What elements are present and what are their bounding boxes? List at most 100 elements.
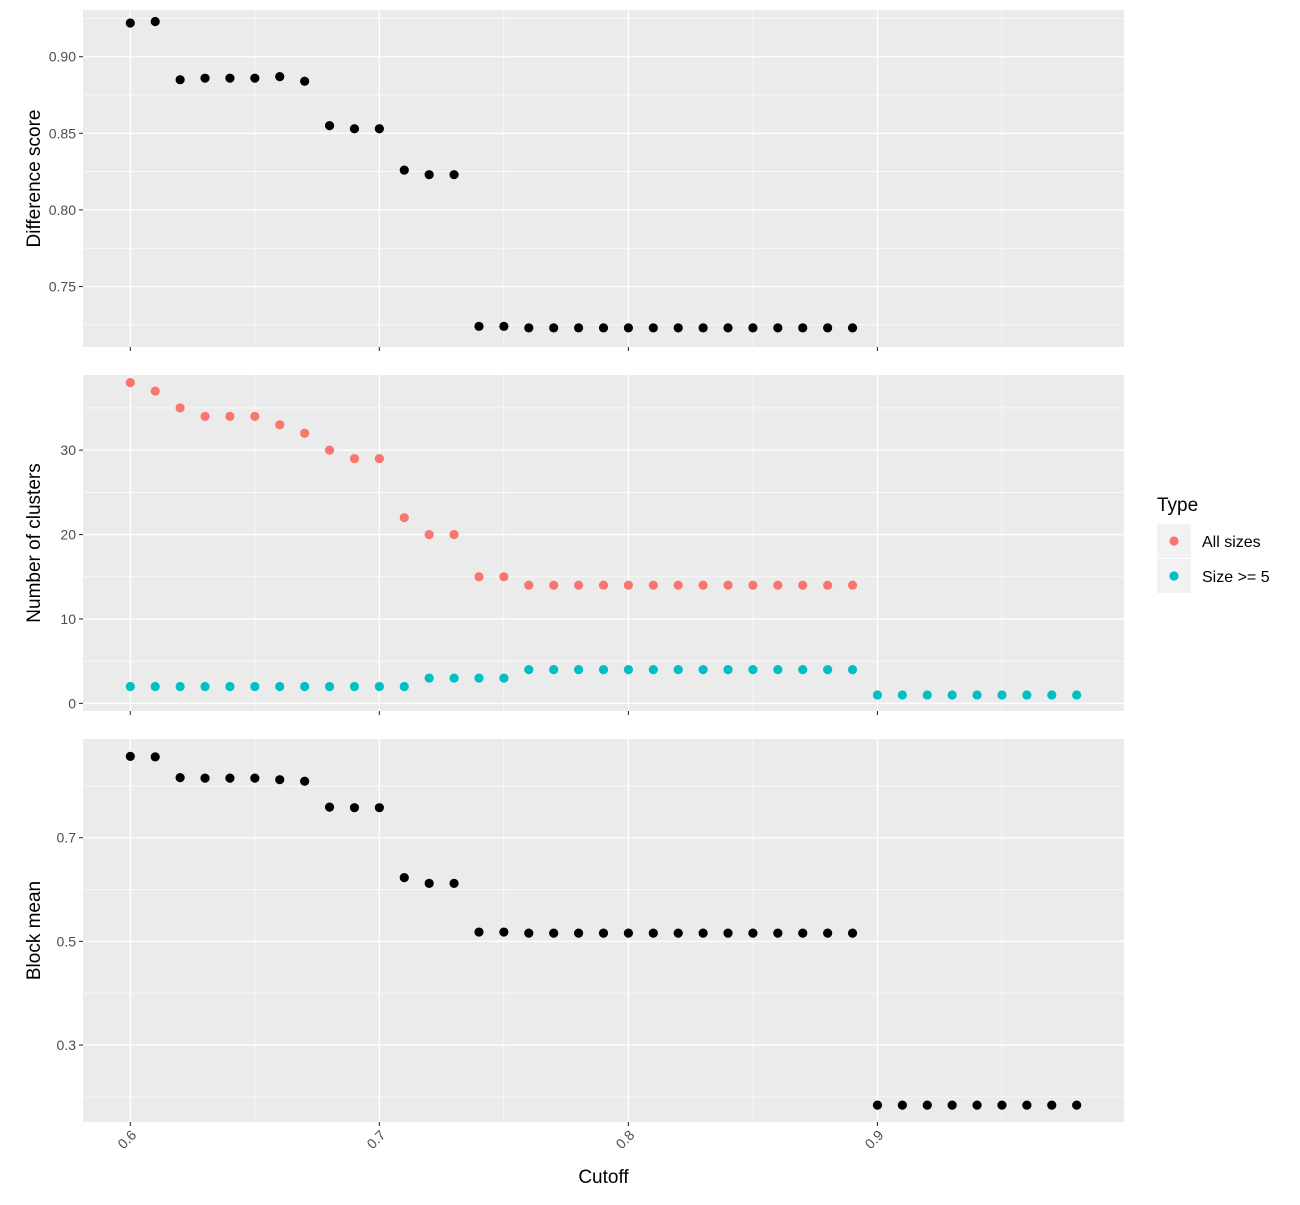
data-point [200, 681, 210, 692]
data-point [623, 323, 634, 333]
series-blockmean [125, 751, 1082, 1110]
data-point [399, 873, 409, 883]
data-point [823, 580, 833, 590]
data-point [200, 73, 210, 83]
data-point [349, 681, 360, 692]
data-point [250, 681, 260, 692]
data-point [449, 529, 459, 540]
y-tick-label: 0.75 [49, 278, 76, 294]
data-point [549, 580, 559, 590]
data-point [798, 928, 808, 938]
data-point [573, 580, 584, 590]
x-axis-title: Cutoff [578, 1167, 629, 1188]
data-point [798, 323, 808, 333]
data-point [349, 453, 360, 464]
y-tick-label: 0.3 [57, 1037, 77, 1053]
y-tick-label: 0.85 [49, 125, 76, 141]
data-point [175, 75, 185, 85]
data-point [225, 681, 235, 692]
data-point [823, 928, 833, 938]
data-point [1022, 690, 1032, 700]
data-point [524, 665, 534, 675]
y-tick-label: 10 [60, 611, 76, 627]
data-point [648, 665, 658, 675]
data-point [598, 580, 609, 590]
data-point [125, 18, 135, 28]
data-point [374, 453, 384, 464]
data-point [773, 665, 783, 675]
data-point [1022, 1100, 1032, 1110]
data-point [474, 673, 484, 683]
data-point [698, 580, 708, 590]
data-point [200, 773, 210, 783]
y-axis-title: Difference score [24, 110, 45, 248]
data-point [673, 665, 683, 675]
data-point [549, 665, 559, 675]
data-point [847, 580, 858, 590]
data-point [200, 411, 210, 421]
data-point [424, 529, 434, 540]
data-point [648, 580, 658, 590]
data-point [449, 878, 459, 888]
data-point [150, 681, 160, 692]
data-point [275, 72, 285, 82]
data-point [947, 1100, 957, 1110]
x-tick-label: 0.9 [861, 1127, 886, 1152]
data-point [922, 1100, 932, 1110]
data-point [1047, 1100, 1057, 1110]
data-point [349, 124, 360, 134]
data-point [324, 802, 335, 812]
data-point [573, 665, 584, 675]
legend-key-all-sizes [1169, 536, 1179, 546]
legend-label: Size >= 5 [1202, 569, 1270, 586]
data-point [449, 673, 459, 683]
data-point [175, 403, 185, 413]
data-point [698, 928, 708, 938]
data-point [723, 665, 733, 675]
data-point [847, 928, 858, 938]
data-point [250, 773, 260, 783]
y-tick-label: 0.90 [49, 49, 76, 65]
data-point [424, 878, 434, 888]
data-point [150, 386, 160, 396]
data-point [573, 928, 584, 938]
y-axis-title: Number of clusters [24, 463, 45, 622]
legend-title: Type [1157, 495, 1198, 516]
data-point [424, 673, 434, 683]
data-point [499, 572, 509, 582]
data-point [399, 681, 409, 692]
panel-background [83, 375, 1124, 711]
y-tick-label: 0 [68, 695, 76, 711]
data-point [798, 580, 808, 590]
data-point [474, 572, 484, 582]
data-point [349, 803, 360, 813]
data-point [723, 580, 733, 590]
data-point [374, 124, 384, 134]
data-point [324, 121, 335, 131]
data-point [972, 1100, 982, 1110]
data-point [698, 323, 708, 333]
data-point [847, 665, 858, 675]
data-point [598, 665, 609, 675]
data-point [499, 321, 509, 331]
data-point [798, 665, 808, 675]
data-point [773, 323, 783, 333]
data-point [897, 1100, 907, 1110]
data-point [997, 690, 1007, 700]
data-point [225, 411, 235, 421]
data-point [374, 803, 384, 813]
data-point [524, 928, 534, 938]
clusters-panel: 0 10 20 30 Number of clusters [24, 375, 1124, 715]
data-point [872, 690, 883, 700]
legend-key-size-5 [1169, 571, 1179, 581]
data-point [673, 580, 683, 590]
legend-label: All sizes [1202, 534, 1261, 551]
legend: Type All sizes Size >= 5 [1157, 495, 1270, 593]
data-point [275, 681, 285, 692]
data-point [474, 321, 484, 331]
data-point [872, 1100, 883, 1110]
data-point [723, 928, 733, 938]
data-point [823, 665, 833, 675]
data-point [474, 927, 484, 937]
